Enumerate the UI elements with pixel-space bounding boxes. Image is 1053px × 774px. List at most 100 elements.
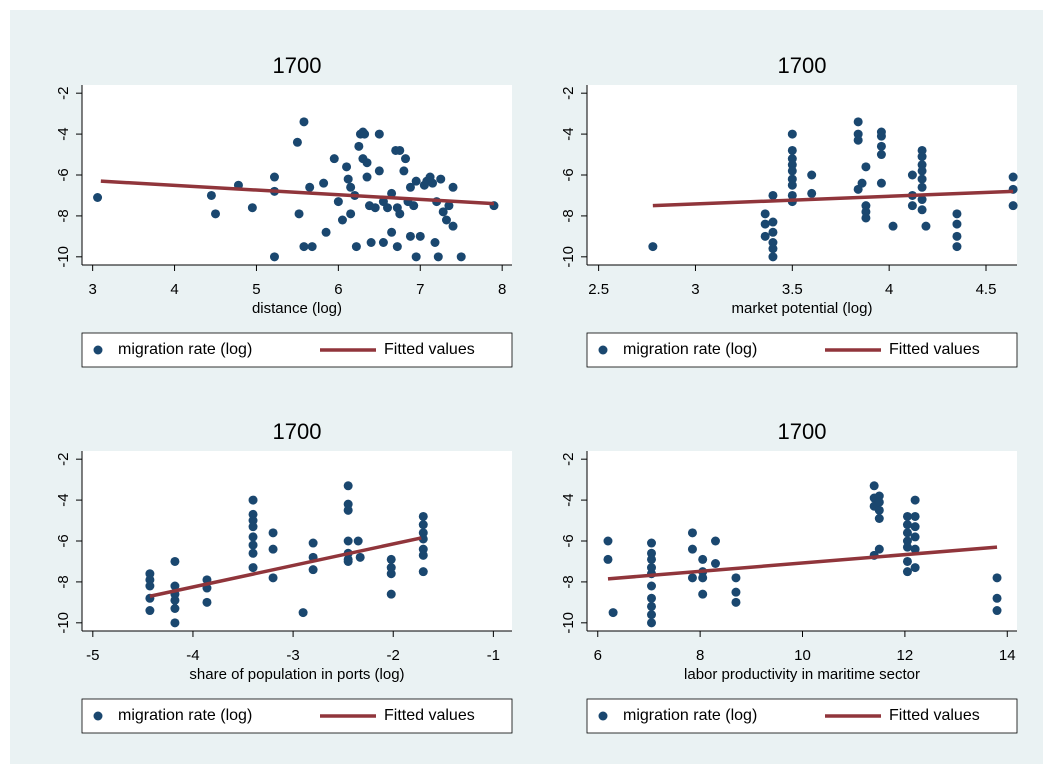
point xyxy=(269,252,279,262)
point xyxy=(378,238,388,247)
point xyxy=(876,178,886,188)
point xyxy=(343,505,353,515)
y-tick-label: -4 xyxy=(560,493,577,506)
point xyxy=(874,505,884,515)
point xyxy=(307,242,317,252)
point xyxy=(438,207,448,217)
point xyxy=(433,252,443,262)
point xyxy=(687,528,697,538)
point xyxy=(952,231,962,241)
point xyxy=(383,203,393,213)
point xyxy=(374,166,384,176)
point xyxy=(321,227,331,237)
point xyxy=(648,242,658,252)
point xyxy=(608,608,618,618)
point xyxy=(444,201,454,211)
panel: 1700 -2 -4 -6 -8 -10 3 4 5 6 7 8 distance (log) migra… xyxy=(55,53,513,368)
point xyxy=(876,150,886,160)
x-tick-label: 3.5 xyxy=(782,281,803,298)
point xyxy=(698,589,708,599)
point xyxy=(308,538,318,548)
point xyxy=(910,532,920,542)
point xyxy=(907,201,917,211)
point xyxy=(202,597,212,607)
panel-title: 1700 xyxy=(273,419,322,444)
point xyxy=(292,137,302,147)
x-tick-label: 4 xyxy=(170,281,178,298)
point xyxy=(346,209,356,219)
point xyxy=(910,495,920,505)
point xyxy=(268,544,278,554)
point xyxy=(731,573,741,583)
point xyxy=(731,587,741,597)
point xyxy=(910,544,920,554)
point xyxy=(353,536,363,546)
x-tick-label: 3 xyxy=(691,281,699,298)
point xyxy=(170,595,180,605)
point xyxy=(386,554,396,564)
point xyxy=(248,532,258,542)
panel: 1700 -2 -4 -6 -8 -10 2.5 3 3.5 4 4.5 market potenti… xyxy=(560,53,1018,368)
legend xyxy=(81,698,513,734)
x-tick-label: 2.5 xyxy=(588,281,609,298)
point xyxy=(343,556,353,566)
point xyxy=(603,536,613,546)
x-tick-label: 8 xyxy=(498,281,506,298)
point xyxy=(857,178,867,188)
point xyxy=(760,219,770,229)
point xyxy=(952,242,962,252)
point xyxy=(343,174,353,184)
y-tick-label: -2 xyxy=(55,453,72,466)
point xyxy=(294,209,304,219)
panel-title: 1700 xyxy=(273,53,322,78)
point xyxy=(329,154,339,164)
point xyxy=(917,195,927,205)
point xyxy=(170,581,180,591)
plot-area xyxy=(82,85,512,265)
x-tick-label: -3 xyxy=(286,647,299,664)
point xyxy=(952,209,962,219)
point xyxy=(874,497,884,507)
point xyxy=(917,182,927,192)
point xyxy=(647,581,656,591)
point xyxy=(902,556,912,566)
x-tick-label: 7 xyxy=(416,281,424,298)
point xyxy=(876,141,886,151)
point xyxy=(902,528,912,538)
point xyxy=(698,554,708,564)
point xyxy=(647,593,656,603)
point xyxy=(370,203,380,213)
y-tick-label: -8 xyxy=(560,209,577,222)
point xyxy=(268,573,278,583)
point xyxy=(902,511,912,521)
point xyxy=(428,178,438,188)
y-tick-label: -4 xyxy=(560,127,577,140)
point xyxy=(305,182,315,192)
y-tick-label: -8 xyxy=(55,209,72,222)
point xyxy=(952,219,962,229)
panel: 1700 -2 -4 -6 -8 -10 6 8 10 12 14 labor productivit… xyxy=(560,419,1018,734)
point xyxy=(411,252,421,262)
point xyxy=(910,563,920,573)
point xyxy=(362,158,372,168)
legend-marker xyxy=(598,345,608,355)
fitted-line xyxy=(100,179,495,206)
x-axis-label: market potential (log) xyxy=(732,300,873,317)
point xyxy=(902,520,912,530)
x-tick-label: 3 xyxy=(88,281,96,298)
point xyxy=(436,174,446,184)
x-tick-label: -1 xyxy=(487,647,500,664)
plot-area xyxy=(587,451,1017,631)
y-tick-label: -4 xyxy=(55,493,72,506)
point xyxy=(647,538,656,548)
legend-label: Fitted values xyxy=(889,341,980,358)
y-tick-label: -10 xyxy=(560,246,577,268)
point xyxy=(992,573,1002,583)
fitted-line xyxy=(652,189,1014,208)
panel-title: 1700 xyxy=(778,53,827,78)
point xyxy=(418,550,428,560)
point xyxy=(319,178,329,188)
y-tick-label: -8 xyxy=(560,575,577,588)
legend-label: Fitted values xyxy=(384,341,475,358)
